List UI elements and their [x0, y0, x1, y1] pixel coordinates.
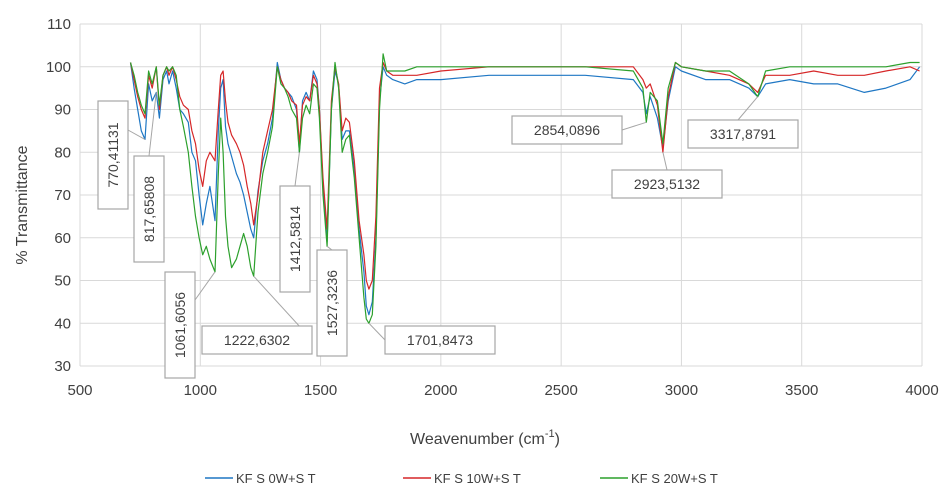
peak-annotations: 770,41131 817,65808 1061,6056 1222,6302 1412… [97, 92, 799, 379]
annotation-label: 1222,6302 [224, 332, 290, 348]
peak-annotation: 2854,0896 [511, 115, 647, 145]
annotation-box [279, 185, 311, 293]
annotation-label: 1701,8473 [407, 332, 473, 348]
x-tick-label: 2000 [424, 382, 457, 399]
series-lines [129, 53, 921, 324]
series-line-2 [129, 53, 920, 324]
annotation-leader-line [294, 152, 300, 187]
annotation-leader-line [326, 245, 333, 251]
legend-label-0: KF S 0W+S T [236, 471, 316, 486]
annotation-label: 1061,6056 [172, 292, 188, 358]
y-tick-label: 90 [54, 102, 71, 119]
annotation-box [316, 249, 348, 357]
x-tick-label: 2500 [544, 382, 577, 399]
y-tick-label: 70 [54, 187, 71, 204]
y-tick-label: 110 [47, 16, 71, 33]
x-tick-label: 3000 [665, 382, 698, 399]
legend-label-1: KF S 10W+S T [434, 471, 521, 486]
annotation-box [687, 119, 799, 149]
x-tick-label: 3500 [785, 382, 818, 399]
x-axis-title: Weavenumber (cm-1) [410, 428, 560, 448]
peak-annotation: 1527,3236 [316, 245, 348, 357]
annotation-leader-line [148, 92, 157, 157]
y-tick-label: 40 [54, 315, 71, 332]
y-tick-label: 50 [54, 273, 71, 290]
x-axis-title-close: ) [555, 431, 560, 448]
y-tick-label: 60 [54, 230, 71, 247]
y-tick-label: 30 [54, 358, 71, 375]
x-tick-label: 4000 [905, 382, 938, 399]
annotation-leader-line [662, 152, 668, 171]
y-tick-label: 100 [46, 59, 71, 76]
peak-annotation: 1412,5814 [279, 152, 311, 293]
annotation-leader-line [127, 129, 146, 140]
peak-annotation: 1222,6302 [201, 275, 313, 355]
annotation-label: 1527,3236 [324, 270, 340, 336]
annotation-label: 1412,5814 [287, 206, 303, 272]
annotation-leader-line [737, 96, 759, 121]
annotation-leader-line [194, 271, 216, 301]
annotation-box [611, 169, 723, 199]
annotation-label: 3317,8791 [710, 126, 776, 142]
y-tick-label: 80 [54, 144, 71, 161]
x-tick-label: 1000 [184, 382, 217, 399]
peak-annotation: 770,41131 [97, 100, 146, 210]
annotation-box [164, 271, 196, 379]
peak-annotation: 2923,5132 [611, 152, 723, 199]
x-tick-label: 500 [67, 382, 92, 399]
legend: KF S 0W+S T KF S 10W+S T KF S 20W+S T [205, 471, 718, 486]
legend-label-2: KF S 20W+S T [631, 471, 718, 486]
x-axis-title-superscript: -1 [545, 428, 555, 440]
peak-annotation: 1061,6056 [164, 271, 216, 379]
peak-annotation: 1701,8473 [368, 322, 496, 355]
peak-annotation: 3317,8791 [687, 96, 799, 149]
annotation-box [511, 115, 623, 145]
annotation-leader-line [621, 121, 647, 131]
x-tick-labels: 500 1000 1500 2000 2500 3000 3500 4000 [67, 382, 938, 399]
annotation-box [133, 155, 165, 263]
annotation-box [97, 100, 129, 210]
annotation-label: 817,65808 [141, 176, 157, 242]
y-tick-labels: 30 40 50 60 70 80 90 100 110 [46, 16, 71, 375]
annotation-label: 770,41131 [105, 122, 121, 187]
x-tick-label: 1500 [304, 382, 337, 399]
annotation-label: 2923,5132 [634, 176, 700, 192]
y-axis-title: % Transmittance [14, 145, 31, 264]
annotation-leader-line [368, 322, 386, 341]
annotation-box [201, 325, 313, 355]
peak-annotation: 817,65808 [133, 92, 165, 263]
gridlines [79, 23, 923, 367]
annotation-label: 2854,0896 [534, 122, 600, 138]
annotation-box [384, 325, 496, 355]
